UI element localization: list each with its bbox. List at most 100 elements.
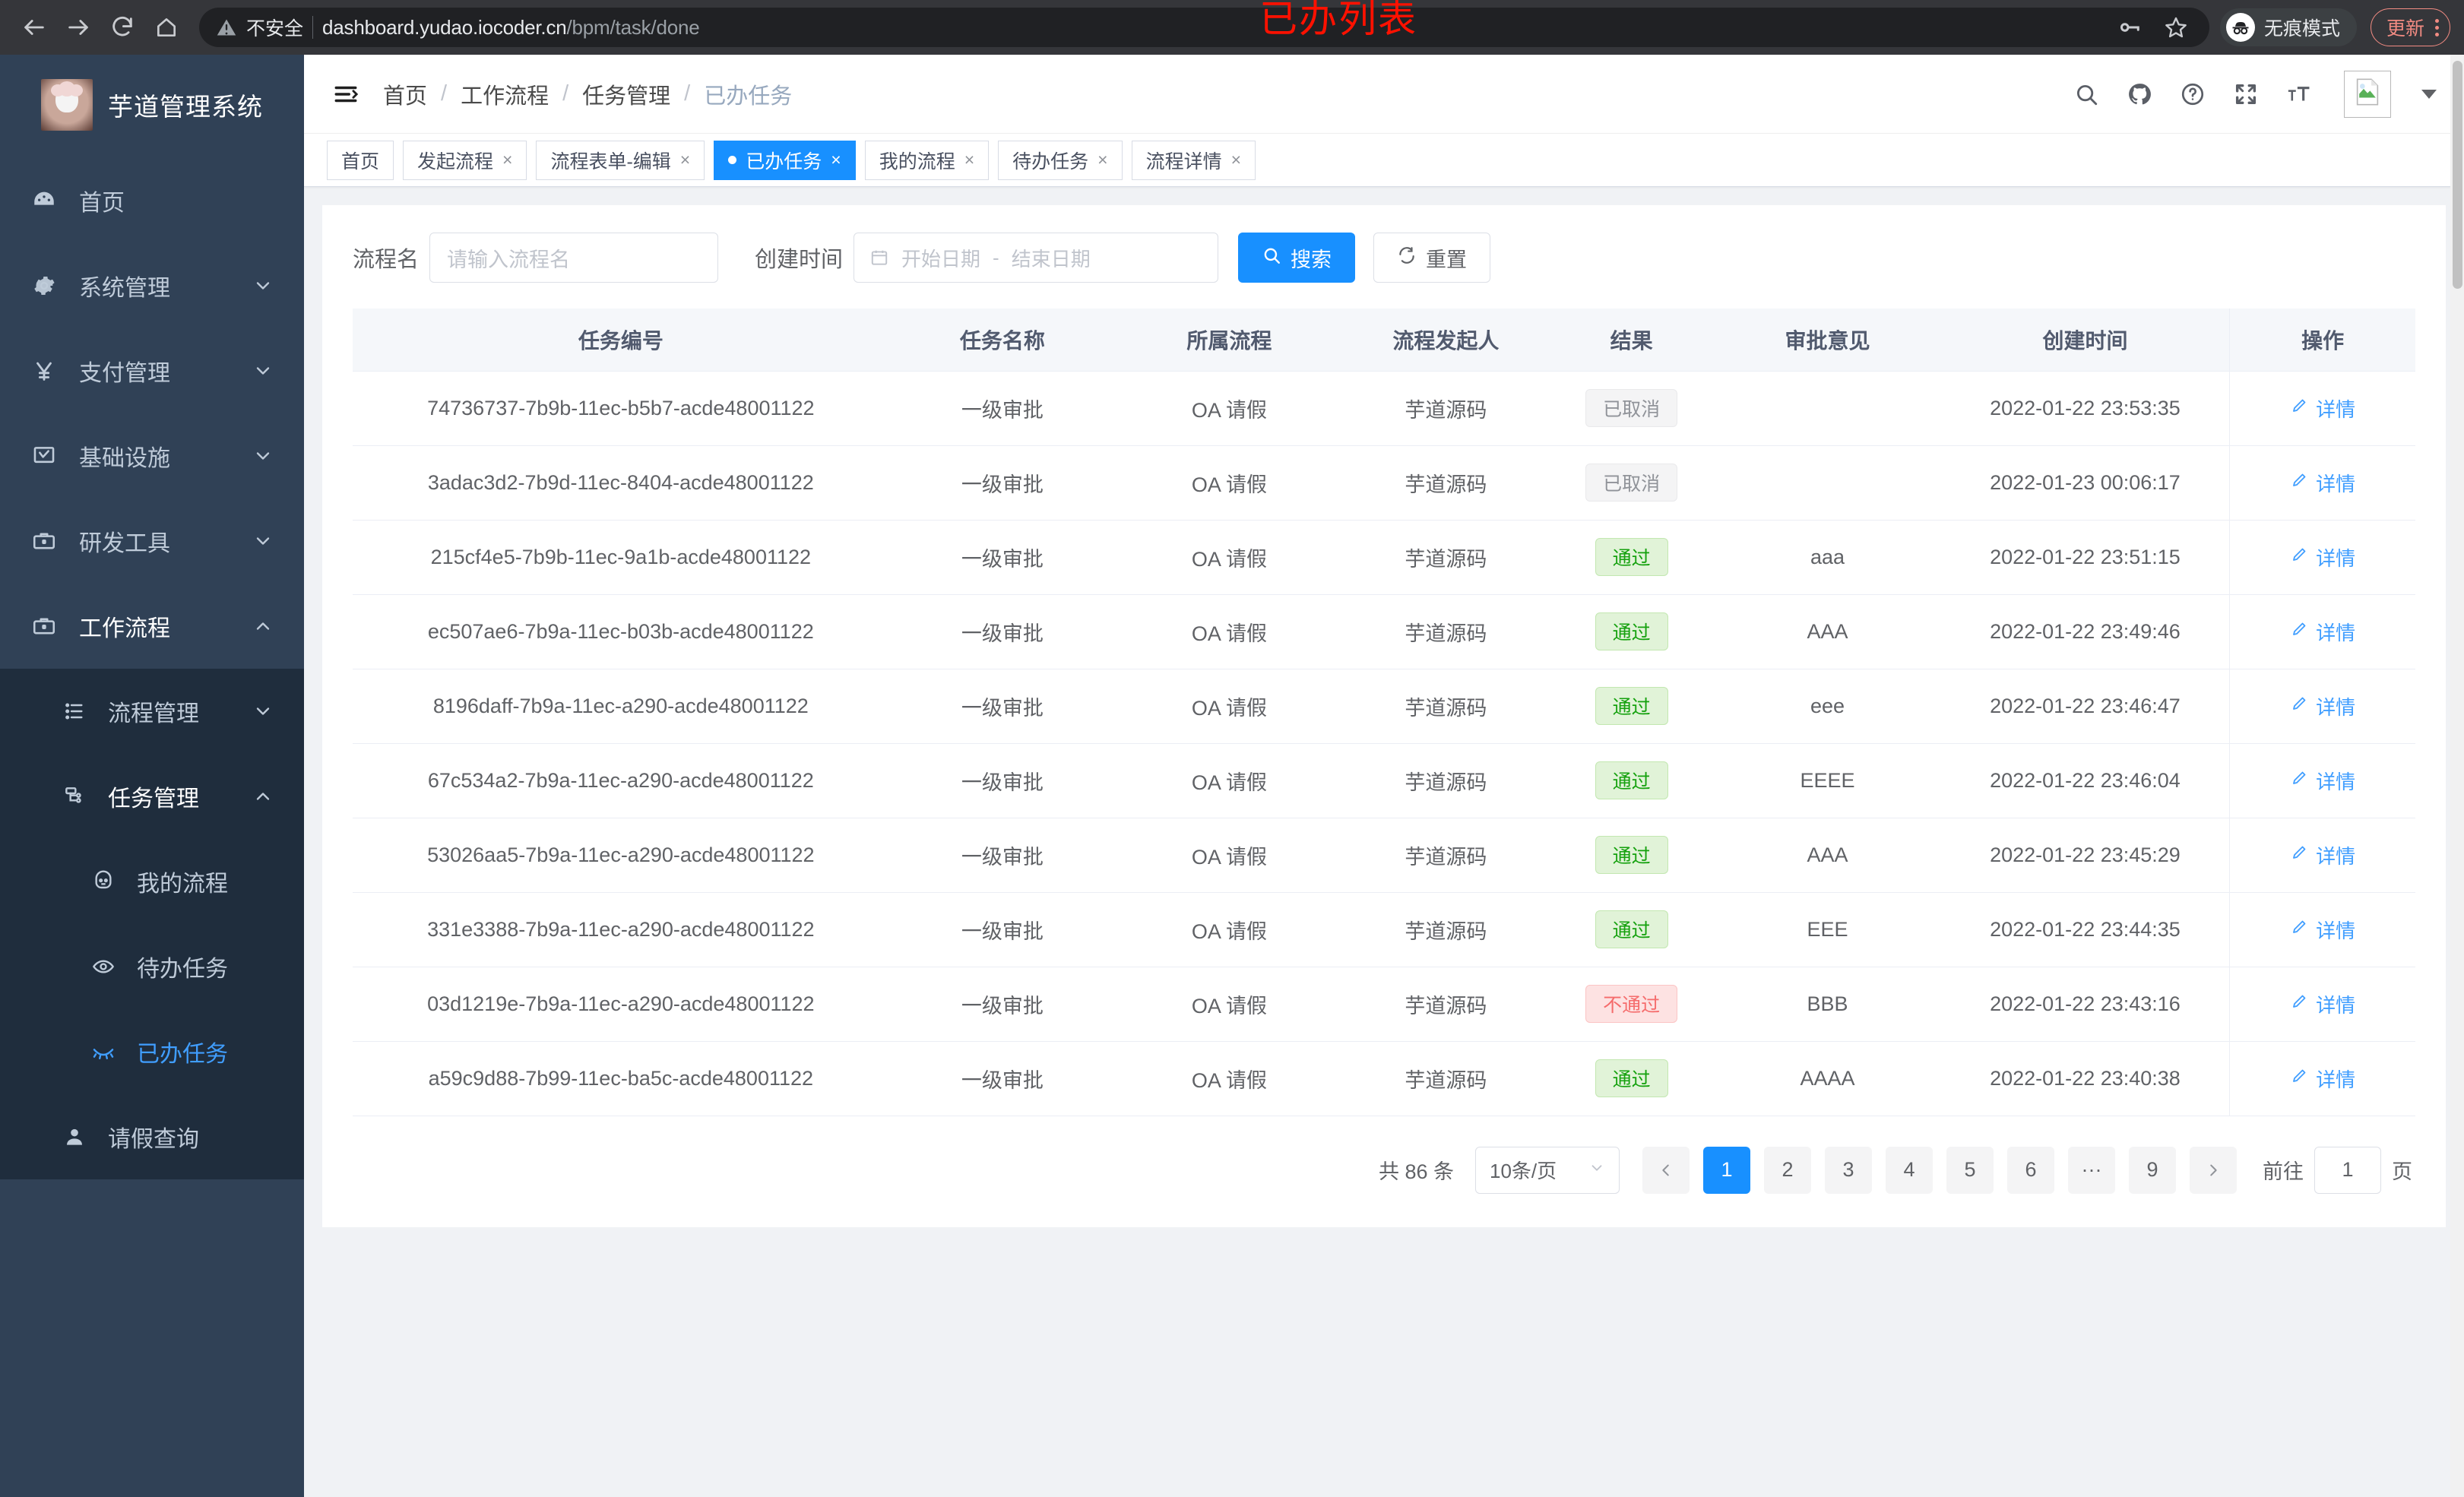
page-button-1[interactable]: 1	[1703, 1146, 1750, 1194]
breadcrumb-item-2[interactable]: 任务管理	[582, 84, 671, 109]
next-page-button[interactable]	[2190, 1146, 2237, 1194]
tab-home[interactable]: 首页	[327, 140, 394, 180]
sidebar-item-home[interactable]: 首页	[0, 158, 304, 243]
table-row[interactable]: ec507ae6-7b9a-11ec-b03b-acde48001122 一级审批…	[353, 594, 2415, 669]
briefcase-icon	[29, 613, 59, 639]
github-icon[interactable]	[2127, 81, 2152, 107]
chevron-down-icon[interactable]	[2421, 89, 2437, 99]
jump-page-input[interactable]: 1	[2314, 1146, 2381, 1194]
forward-arrow-icon[interactable]	[58, 7, 99, 48]
cell-task-name: 一级审批	[888, 445, 1116, 521]
back-arrow-icon[interactable]	[14, 7, 55, 48]
table-row[interactable]: 3adac3d2-7b9d-11ec-8404-acde48001122 一级审批…	[353, 445, 2415, 521]
help-circle-icon[interactable]	[2180, 81, 2206, 107]
table-row[interactable]: 215cf4e5-7b9b-11ec-9a1b-acde48001122 一级审批…	[353, 520, 2415, 595]
sidebar-item-label: 我的流程	[137, 872, 228, 897]
sidebar-item-payment[interactable]: 支付管理	[0, 328, 304, 413]
update-label: 更新	[2386, 18, 2424, 40]
detail-button[interactable]: 详情	[2290, 1065, 2355, 1093]
date-range-picker[interactable]: 开始日期 - 结束日期	[854, 233, 1219, 283]
close-icon[interactable]: ×	[679, 150, 691, 169]
table-row[interactable]: a59c9d88-7b99-11ec-ba5c-acde48001122 一级审批…	[353, 1041, 2415, 1116]
sidebar-item-infrastructure[interactable]: 基础设施	[0, 413, 304, 498]
table-row[interactable]: 74736737-7b9b-11ec-b5b7-acde48001122 一级审批…	[353, 371, 2415, 446]
search-button[interactable]: 搜索	[1238, 233, 1356, 283]
detail-button[interactable]: 详情	[2290, 916, 2355, 944]
sidebar-item-task-mgmt[interactable]: 任务管理	[0, 754, 304, 839]
detail-button[interactable]: 详情	[2290, 618, 2355, 646]
tab-process-form-edit[interactable]: 流程表单-编辑 ×	[536, 140, 705, 180]
page-button-2[interactable]: 2	[1764, 1146, 1811, 1194]
page-size-select[interactable]: 10条/页	[1475, 1146, 1620, 1194]
tab-my-process[interactable]: 我的流程 ×	[864, 140, 990, 180]
search-icon[interactable]	[2073, 81, 2099, 107]
fullscreen-icon[interactable]	[2233, 81, 2259, 107]
font-size-icon[interactable]	[2286, 81, 2312, 107]
breadcrumb-item-1[interactable]: 工作流程	[461, 84, 549, 109]
detail-button[interactable]: 详情	[2290, 543, 2355, 571]
breadcrumb-item-0[interactable]: 首页	[383, 84, 428, 109]
column-starter: 流程发起人	[1342, 309, 1550, 372]
detail-button[interactable]: 详情	[2290, 841, 2355, 869]
process-name-input[interactable]: 请输入流程名	[429, 233, 719, 283]
table-row[interactable]: 8196daff-7b9a-11ec-a290-acde48001122 一级审批…	[353, 669, 2415, 744]
page-button-4[interactable]: 4	[1886, 1146, 1933, 1194]
table-row[interactable]: 67c534a2-7b9a-11ec-a290-acde48001122 一级审批…	[353, 743, 2415, 818]
incognito-indicator[interactable]: 无痕模式	[2219, 8, 2357, 46]
close-icon[interactable]: ×	[1097, 150, 1108, 169]
cell-opinion	[1714, 371, 1941, 446]
detail-button[interactable]: 详情	[2290, 692, 2355, 720]
sidebar-item-process-mgmt[interactable]: 流程管理	[0, 669, 304, 754]
sidebar-item-my-process[interactable]: 我的流程	[0, 839, 304, 924]
table-row[interactable]: 331e3388-7b9a-11ec-a290-acde48001122 一级审批…	[353, 892, 2415, 967]
prev-page-button[interactable]	[1642, 1146, 1690, 1194]
cell-starter: 芋道源码	[1342, 594, 1550, 669]
sidebar-item-label: 系统管理	[79, 276, 170, 301]
page-ellipsis[interactable]: ···	[2068, 1146, 2115, 1194]
breadcrumb-separator: /	[441, 81, 448, 106]
sidebar-item-todo-task[interactable]: 待办任务	[0, 924, 304, 1009]
pencil-icon	[2290, 769, 2308, 793]
table-row[interactable]: 53026aa5-7b9a-11ec-a290-acde48001122 一级审批…	[353, 818, 2415, 893]
yuan-icon	[29, 358, 59, 384]
gear-icon	[29, 273, 59, 299]
page-button-5[interactable]: 5	[1946, 1146, 1994, 1194]
reset-button[interactable]: 重置	[1373, 233, 1491, 283]
sidebar-logo[interactable]: 芋道管理系统	[0, 55, 304, 155]
close-icon[interactable]: ×	[502, 150, 513, 169]
page-button-3[interactable]: 3	[1825, 1146, 1872, 1194]
home-icon[interactable]	[146, 7, 187, 48]
chevron-down-icon	[252, 530, 274, 552]
detail-button[interactable]: 详情	[2290, 767, 2355, 795]
page-scrollbar-thumb[interactable]	[2453, 61, 2462, 289]
page-number-list: 1 2 3 4 5 6 ··· 9	[1703, 1146, 2176, 1194]
page-button-6[interactable]: 6	[2007, 1146, 2054, 1194]
detail-button[interactable]: 详情	[2290, 394, 2355, 423]
sidebar-item-done-task[interactable]: 已办任务	[0, 1009, 304, 1094]
table-row[interactable]: 03d1219e-7b9a-11ec-a290-acde48001122 一级审批…	[353, 967, 2415, 1042]
sidebar-item-leave-query[interactable]: 请假查询	[0, 1094, 304, 1179]
star-icon[interactable]	[2164, 15, 2188, 40]
close-icon[interactable]: ×	[831, 150, 841, 169]
sidebar-item-system[interactable]: 系统管理	[0, 243, 304, 328]
reload-icon[interactable]	[102, 7, 143, 48]
page-scrollbar-track[interactable]	[2450, 55, 2464, 1497]
address-bar[interactable]: 不安全 dashboard.yudao.iocoder.cn/bpm/task/…	[199, 8, 2209, 47]
tab-process-detail[interactable]: 流程详情 ×	[1131, 140, 1256, 180]
tab-start-process[interactable]: 发起流程 ×	[403, 140, 527, 180]
avatar[interactable]	[2344, 70, 2391, 118]
kebab-menu-icon[interactable]	[2435, 18, 2439, 36]
tab-done-task[interactable]: 已办任务 ×	[714, 140, 856, 180]
close-icon[interactable]: ×	[964, 150, 975, 169]
hamburger-icon[interactable]	[328, 77, 363, 112]
page-button-9[interactable]: 9	[2129, 1146, 2176, 1194]
sidebar-item-workflow[interactable]: 工作流程	[0, 584, 304, 669]
update-button[interactable]: 更新	[2370, 8, 2450, 46]
key-icon[interactable]	[2118, 16, 2141, 39]
sidebar-item-label: 首页	[79, 191, 125, 216]
tab-todo-task[interactable]: 待办任务 ×	[998, 140, 1123, 180]
detail-button[interactable]: 详情	[2290, 469, 2355, 497]
detail-button[interactable]: 详情	[2290, 990, 2355, 1018]
close-icon[interactable]: ×	[1230, 150, 1242, 169]
sidebar-item-devtools[interactable]: 研发工具	[0, 498, 304, 584]
